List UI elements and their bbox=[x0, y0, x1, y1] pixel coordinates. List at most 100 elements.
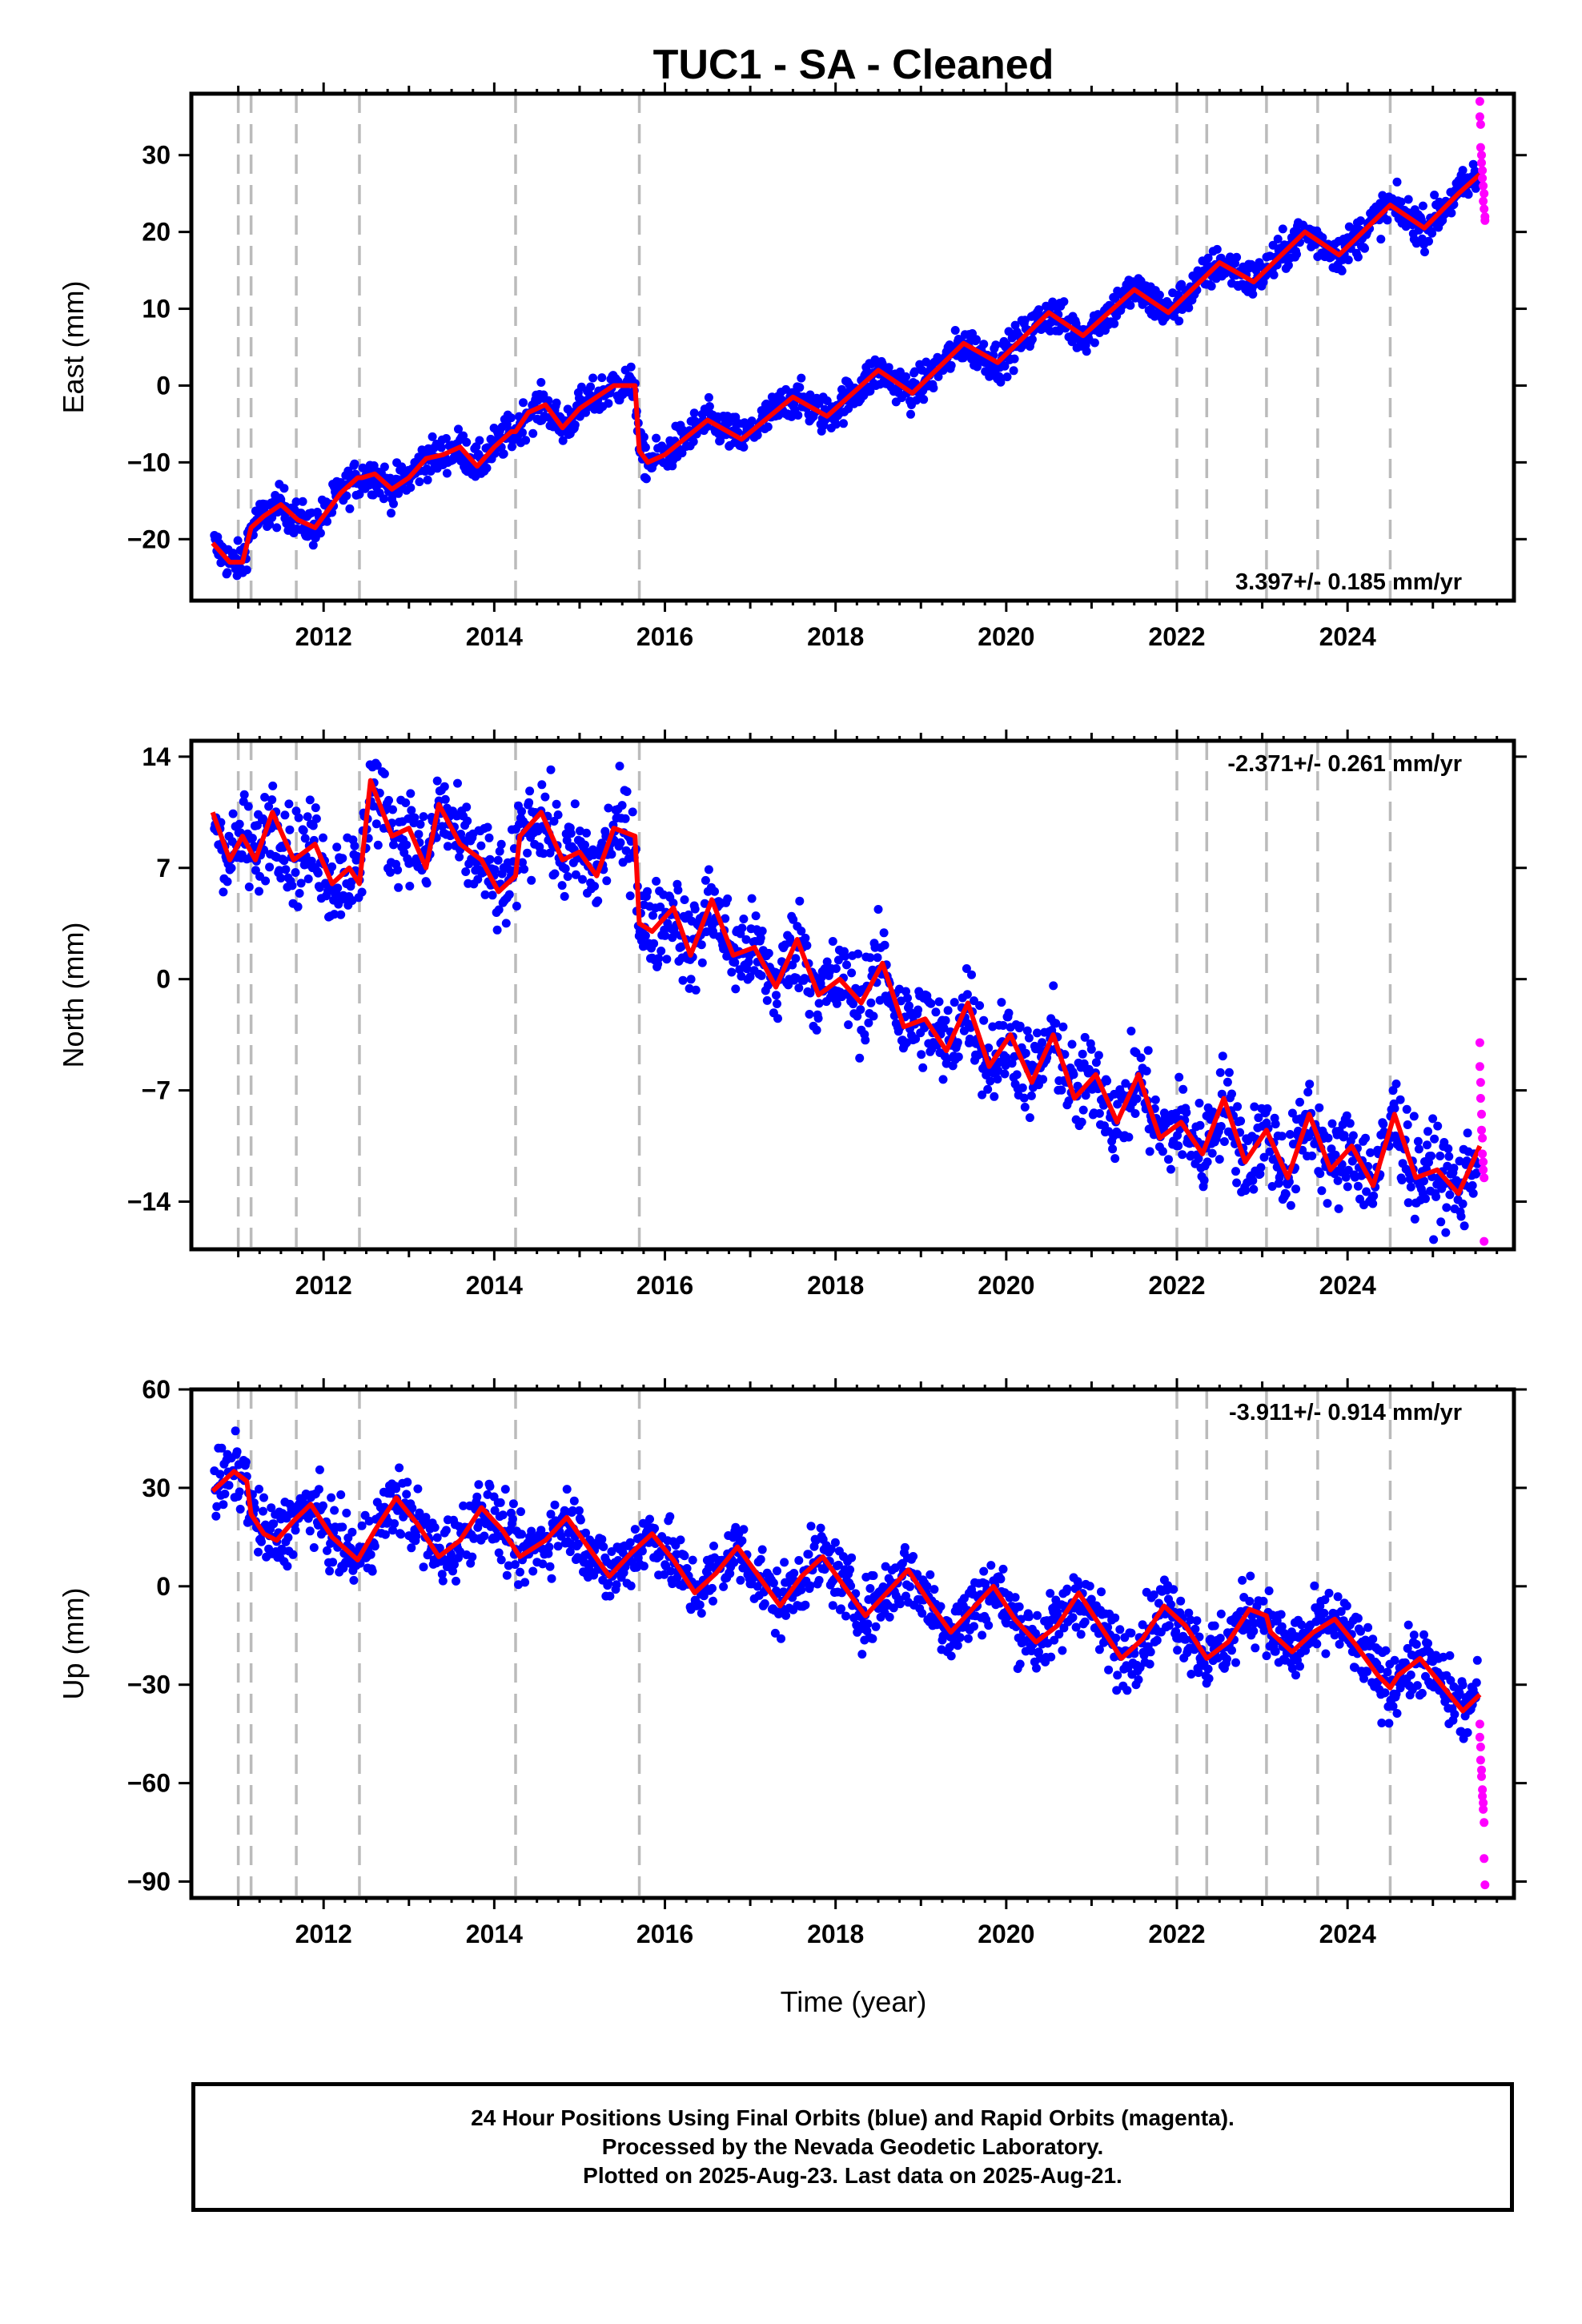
final-orbit-point bbox=[296, 879, 306, 888]
final-orbit-point bbox=[1262, 1651, 1271, 1661]
final-orbit-point bbox=[1281, 1189, 1291, 1199]
final-orbit-point bbox=[586, 382, 596, 392]
y-tick-label: 0 bbox=[156, 965, 171, 994]
final-orbit-point bbox=[757, 971, 766, 980]
final-orbit-point bbox=[328, 1558, 338, 1567]
final-orbit-point bbox=[689, 408, 699, 418]
final-orbit-point bbox=[1303, 1088, 1313, 1097]
final-orbit-point bbox=[315, 529, 325, 538]
final-orbit-point bbox=[389, 840, 398, 850]
final-orbit-point bbox=[895, 1599, 905, 1609]
final-orbit-point bbox=[710, 887, 719, 896]
final-orbit-point bbox=[639, 432, 648, 442]
final-orbit-point bbox=[1227, 1646, 1236, 1655]
final-orbit-point bbox=[498, 1510, 508, 1520]
final-orbit-point bbox=[373, 840, 383, 850]
final-orbit-point bbox=[760, 1599, 769, 1608]
final-orbit-point bbox=[1443, 1144, 1453, 1153]
final-orbit-point bbox=[438, 1576, 448, 1586]
final-orbit-point bbox=[709, 1596, 717, 1606]
final-orbit-point bbox=[305, 1526, 315, 1536]
final-orbit-point bbox=[1058, 1022, 1068, 1031]
final-orbit-point bbox=[1146, 1647, 1155, 1657]
final-orbit-point bbox=[929, 384, 938, 392]
final-orbit-point bbox=[1433, 1121, 1443, 1131]
final-orbit-point bbox=[338, 1522, 347, 1532]
final-orbit-point bbox=[502, 1570, 512, 1580]
final-orbit-point bbox=[1069, 1070, 1078, 1080]
final-orbit-point bbox=[801, 1600, 810, 1610]
final-orbit-point bbox=[649, 939, 659, 948]
final-orbit-point bbox=[1444, 1152, 1454, 1161]
final-orbit-point bbox=[461, 867, 471, 876]
final-orbit-point bbox=[390, 1519, 400, 1528]
final-orbit-point bbox=[1283, 260, 1293, 270]
final-orbit-point bbox=[372, 761, 382, 770]
final-orbit-point bbox=[520, 864, 529, 874]
final-orbit-point bbox=[401, 798, 411, 807]
final-orbit-point bbox=[1126, 300, 1135, 310]
final-orbit-point bbox=[440, 794, 450, 804]
final-orbit-point bbox=[1224, 1068, 1234, 1077]
final-orbit-point bbox=[930, 1585, 939, 1594]
final-orbit-point bbox=[1423, 1140, 1431, 1150]
final-orbit-point bbox=[828, 1601, 837, 1610]
final-orbit-point bbox=[452, 1576, 460, 1586]
final-orbit-point bbox=[1343, 255, 1353, 265]
y-tick-label: 10 bbox=[142, 295, 171, 324]
final-orbit-point bbox=[224, 1481, 234, 1490]
final-orbit-point bbox=[1024, 1612, 1034, 1622]
final-orbit-point bbox=[558, 436, 568, 445]
final-orbit-point bbox=[235, 1487, 244, 1497]
final-orbit-point bbox=[279, 856, 289, 866]
final-orbit-point bbox=[1178, 1084, 1188, 1094]
final-orbit-point bbox=[1323, 1133, 1333, 1143]
final-orbit-point bbox=[370, 1542, 379, 1551]
x-tick-label: 2020 bbox=[978, 1271, 1034, 1300]
final-orbit-point bbox=[563, 872, 572, 881]
final-orbit-point bbox=[578, 875, 587, 884]
final-orbit-point bbox=[571, 870, 580, 879]
final-orbit-point bbox=[954, 1052, 963, 1062]
final-orbit-point bbox=[241, 1458, 251, 1467]
final-orbit-point bbox=[830, 1538, 840, 1547]
final-orbit-point bbox=[496, 839, 506, 849]
final-orbit-point bbox=[781, 1610, 791, 1620]
final-orbit-point bbox=[1184, 303, 1194, 312]
final-orbit-point bbox=[462, 437, 472, 447]
final-orbit-point bbox=[215, 1470, 225, 1479]
final-orbit-point bbox=[1176, 1596, 1186, 1606]
final-orbit-point bbox=[300, 834, 310, 843]
final-orbit-point bbox=[962, 990, 972, 999]
final-orbit-point bbox=[342, 1508, 351, 1518]
rapid-orbit-point bbox=[1478, 166, 1488, 175]
final-orbit-point bbox=[546, 765, 556, 774]
final-orbit-point bbox=[650, 1524, 660, 1533]
final-orbit-point bbox=[967, 970, 976, 979]
final-orbit-point bbox=[1097, 1587, 1106, 1597]
final-orbit-point bbox=[622, 787, 632, 796]
final-orbit-point bbox=[868, 1634, 877, 1643]
final-orbit-point bbox=[640, 931, 650, 940]
final-orbit-point bbox=[1271, 1647, 1280, 1656]
final-orbit-point bbox=[1110, 1613, 1120, 1622]
final-orbit-point bbox=[1333, 1176, 1343, 1185]
final-orbit-point bbox=[443, 842, 452, 851]
final-orbit-point bbox=[662, 955, 672, 964]
final-orbit-point bbox=[1342, 1601, 1351, 1610]
y-axis-label: North (mm) bbox=[57, 923, 90, 1068]
final-orbit-point bbox=[560, 891, 569, 901]
final-orbit-point bbox=[1094, 1051, 1103, 1060]
final-orbit-point bbox=[677, 448, 687, 458]
final-orbit-point bbox=[1169, 1585, 1178, 1594]
final-orbit-point bbox=[524, 798, 534, 807]
final-orbit-point bbox=[539, 849, 548, 858]
final-orbit-point bbox=[1427, 228, 1437, 238]
rapid-orbit-point bbox=[1480, 204, 1489, 214]
final-orbit-point bbox=[1010, 320, 1020, 330]
final-orbit-point bbox=[1204, 1674, 1214, 1683]
final-orbit-point bbox=[1027, 335, 1037, 344]
final-orbit-point bbox=[708, 1583, 717, 1593]
final-orbit-point bbox=[1143, 1046, 1153, 1055]
final-orbit-point bbox=[415, 477, 424, 487]
